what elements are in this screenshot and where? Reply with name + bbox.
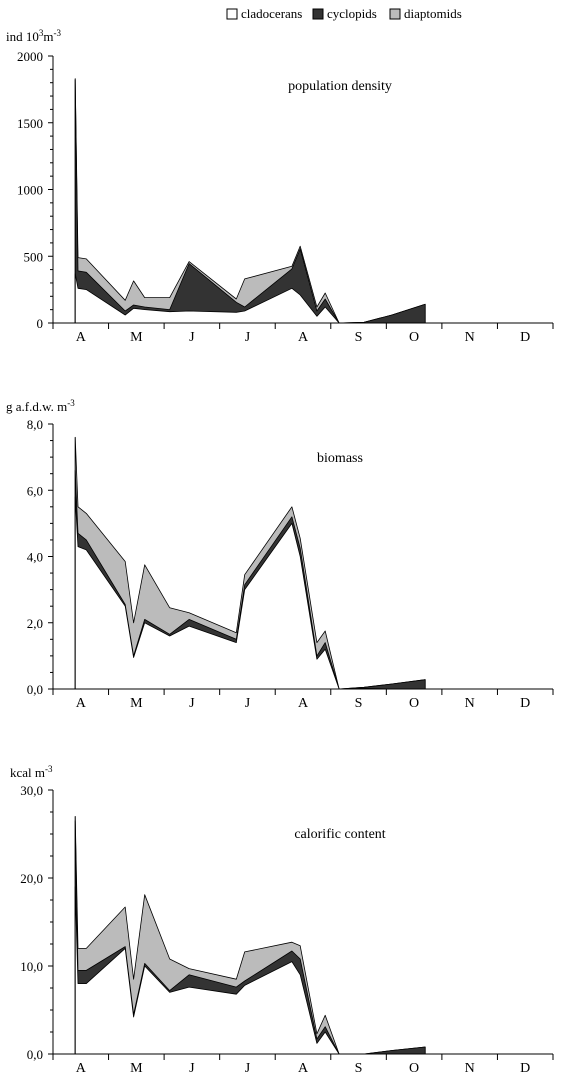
- y-tick-label: 2000: [17, 49, 43, 64]
- x-tick-label: S: [355, 1061, 363, 1076]
- x-tick-label: J: [245, 696, 251, 711]
- x-tick-label: D: [520, 1061, 530, 1076]
- legend-label-cyclopids: cyclopids: [327, 6, 377, 21]
- x-tick-label: J: [245, 330, 251, 345]
- chart-title: biomass: [317, 451, 363, 466]
- area-diaptomids: [74, 78, 426, 324]
- y-tick-label: 6,0: [27, 483, 43, 498]
- y-tick-label: 4,0: [27, 550, 43, 565]
- y-tick-label: 500: [24, 249, 44, 264]
- x-tick-label: N: [465, 330, 475, 345]
- x-tick-label: N: [465, 1061, 475, 1076]
- x-tick-label: A: [76, 1061, 87, 1076]
- x-tick-label: D: [520, 696, 530, 711]
- x-tick-label: A: [76, 330, 87, 345]
- x-tick-label: O: [409, 1061, 419, 1076]
- x-tick-label: S: [355, 696, 363, 711]
- x-tick-label: J: [189, 1061, 195, 1076]
- chart-title: population density: [288, 79, 392, 94]
- y-tick-label: 0,0: [27, 1047, 43, 1062]
- x-tick-label: A: [298, 330, 309, 345]
- y-axis-label: g a.f.d.w. m-3: [6, 398, 75, 414]
- y-tick-label: 30,0: [20, 783, 43, 798]
- x-tick-label: A: [298, 696, 309, 711]
- x-tick-label: O: [409, 330, 419, 345]
- chart-title: calorific content: [294, 827, 385, 842]
- area-cladocerans: [74, 496, 426, 690]
- y-tick-label: 1500: [17, 116, 43, 131]
- x-tick-label: M: [130, 330, 143, 345]
- x-tick-label: N: [465, 696, 475, 711]
- y-tick-label: 0: [37, 316, 44, 331]
- legend: cladocerans cyclopids diaptomids: [226, 6, 462, 21]
- legend-label-cladocerans: cladocerans: [241, 6, 302, 21]
- x-tick-label: S: [355, 330, 363, 345]
- legend-swatch-cyclopids: [312, 8, 324, 20]
- x-tick-label: A: [298, 1061, 309, 1076]
- x-tick-label: D: [520, 330, 530, 345]
- y-tick-label: 1000: [17, 183, 43, 198]
- x-tick-label: M: [130, 1061, 143, 1076]
- legend-swatch-cladocerans: [226, 8, 238, 20]
- x-tick-label: J: [245, 1061, 251, 1076]
- y-tick-label: 8,0: [27, 417, 43, 432]
- y-tick-label: 10,0: [20, 959, 43, 974]
- legend-label-diaptomids: diaptomids: [404, 6, 462, 21]
- y-axis-label: kcal m-3: [10, 764, 53, 780]
- y-tick-label: 0,0: [27, 682, 43, 697]
- x-tick-label: J: [189, 330, 195, 345]
- y-tick-label: 20,0: [20, 871, 43, 886]
- x-tick-label: J: [189, 696, 195, 711]
- area-cyclopids: [74, 79, 426, 324]
- x-tick-label: A: [76, 696, 87, 711]
- y-tick-label: 2,0: [27, 616, 43, 631]
- x-tick-label: M: [130, 696, 143, 711]
- legend-swatch-diaptomids: [389, 8, 401, 20]
- y-axis-label: ind 103m-3: [6, 28, 61, 44]
- x-tick-label: O: [409, 696, 419, 711]
